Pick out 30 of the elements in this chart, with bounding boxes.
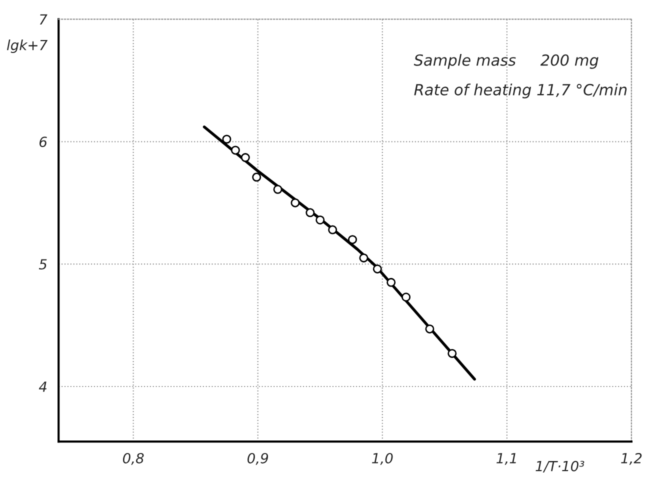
point — [448, 348, 457, 358]
x-tick-label: 0,8 — [122, 452, 144, 465]
x-tick-label: 1,2 — [621, 452, 642, 465]
point — [372, 264, 382, 274]
point — [222, 134, 232, 144]
x-tick-label: 1,0 — [372, 452, 393, 465]
y-axis-title: lgk+7 — [6, 40, 48, 53]
point — [240, 153, 250, 162]
point — [306, 208, 315, 218]
y-tick-label: 5 — [38, 259, 47, 270]
point — [316, 215, 325, 224]
point — [273, 184, 282, 194]
y-tick-label: 6 — [40, 136, 47, 148]
y-tick-label: 4 — [38, 382, 46, 392]
annotation: Sample mass 200 mg — [414, 54, 598, 69]
y-tick-label: 7 — [40, 14, 48, 24]
point — [230, 146, 240, 155]
point — [348, 235, 357, 244]
x-axis-title: 1/T·10³ — [536, 460, 584, 472]
x-tick-label: 1,1 — [496, 453, 516, 465]
point — [359, 253, 368, 262]
point — [386, 278, 396, 287]
point — [425, 324, 434, 334]
line-series — [202, 126, 476, 381]
point — [328, 225, 338, 234]
point — [402, 292, 411, 302]
point — [252, 172, 262, 182]
annotation: Rate of heating 11,7 °C/min — [414, 84, 627, 98]
point — [290, 198, 300, 208]
x-tick-label: 0,9 — [248, 452, 268, 465]
